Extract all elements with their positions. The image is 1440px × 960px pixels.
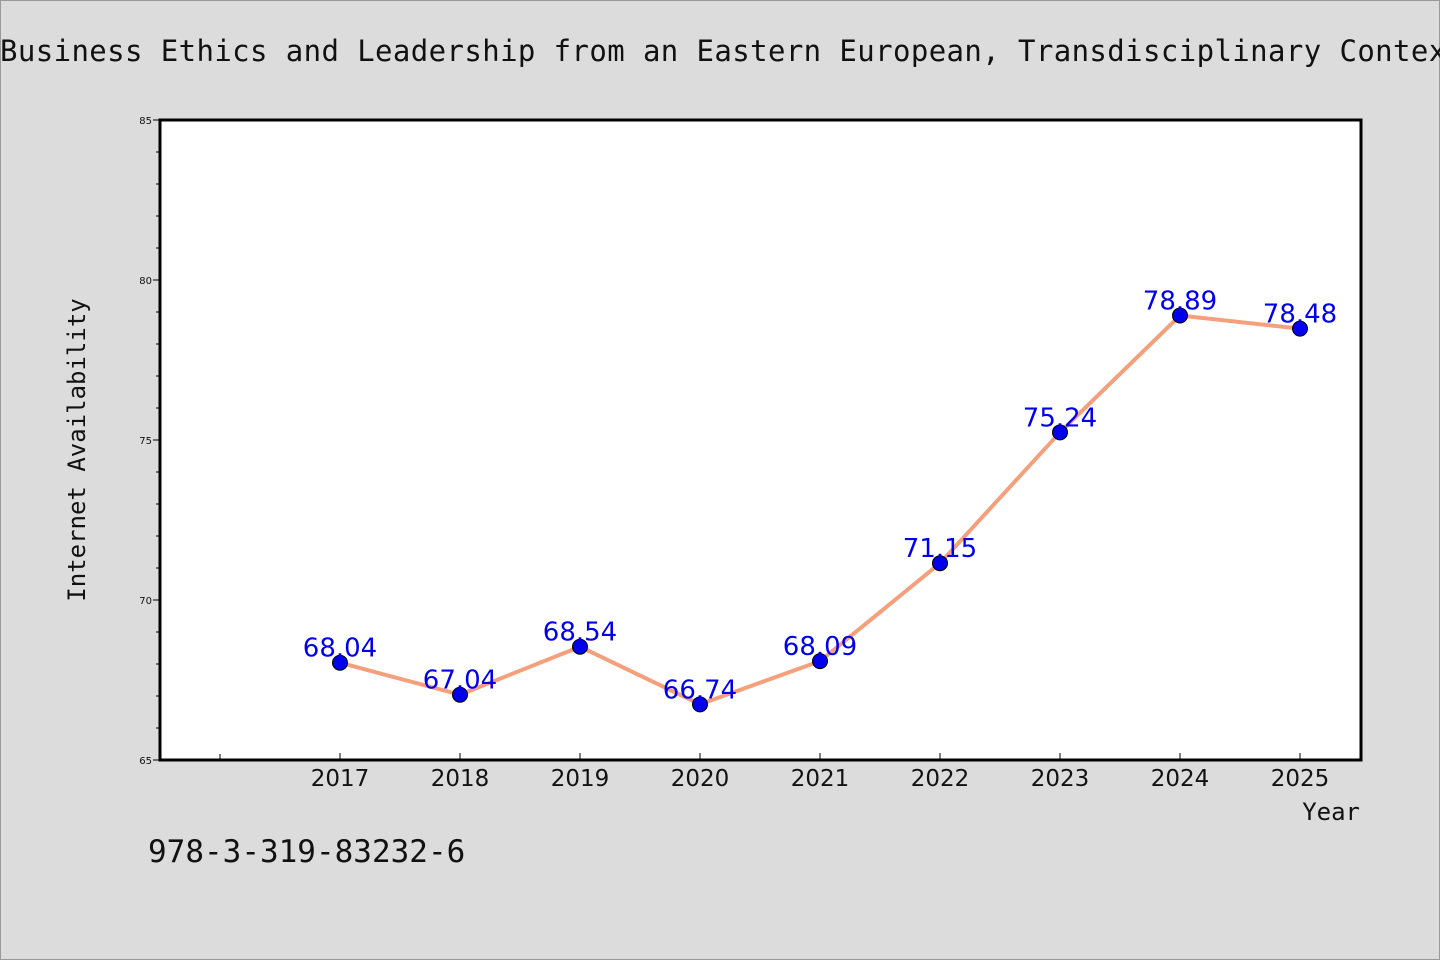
data-label: 71.15: [903, 534, 977, 564]
data-label: 68.04: [303, 634, 377, 664]
data-point: [572, 638, 588, 655]
x-tick-label: 2018: [431, 766, 490, 792]
chart-title: Business Ethics and Leadership from an E…: [0, 34, 1440, 68]
data-point: [932, 555, 948, 572]
data-point: [332, 654, 348, 671]
data-point: [1292, 320, 1308, 337]
data-point: [1172, 307, 1188, 324]
data-markers: [332, 307, 1308, 713]
data-label: 68.54: [543, 618, 617, 648]
x-axis-ticks: 2017 2018 2019 2020 2021 2022 2023 2024 2025: [219, 753, 1330, 792]
data-label: 68.09: [783, 632, 857, 662]
x-tick-label: 2020: [671, 766, 730, 792]
data-point: [692, 696, 708, 713]
plot-border: [158, 118, 1363, 762]
data-labels: 68.04 67.04 68.54 66.74 68.09 71.15 75.24 78.89…: [303, 287, 1337, 706]
x-tick-label: 2021: [791, 766, 850, 792]
x-tick-label: 2022: [911, 766, 970, 792]
y-tick-label: 75: [139, 436, 152, 447]
data-label: 67.04: [423, 666, 497, 696]
data-label: 78.48: [1263, 300, 1337, 330]
y-axis-label: Internet Availability: [63, 298, 91, 601]
data-point: [1052, 424, 1068, 441]
data-point: [452, 686, 468, 703]
x-tick-label: 2019: [551, 766, 610, 792]
data-point: [812, 653, 828, 670]
y-tick-label: 65: [139, 756, 152, 767]
x-tick-label: 2024: [1151, 766, 1210, 792]
x-tick-label: 2017: [311, 766, 370, 792]
data-label: 75.24: [1023, 403, 1097, 433]
data-label: 78.89: [1143, 287, 1217, 317]
y-tick-label: 80: [139, 276, 152, 287]
y-axis-ticks: 65 70 75 80 85: [139, 116, 160, 767]
x-tick-label: 2023: [1031, 766, 1090, 792]
y-tick-label: 70: [139, 596, 152, 607]
data-label: 66.74: [663, 675, 737, 705]
plot-area: [160, 120, 1361, 760]
isbn-text: 978-3-319-83232-6: [148, 834, 466, 870]
x-tick-label: 2025: [1271, 766, 1330, 792]
x-axis-label: Year: [1302, 798, 1360, 826]
y-tick-label: 85: [139, 116, 152, 127]
